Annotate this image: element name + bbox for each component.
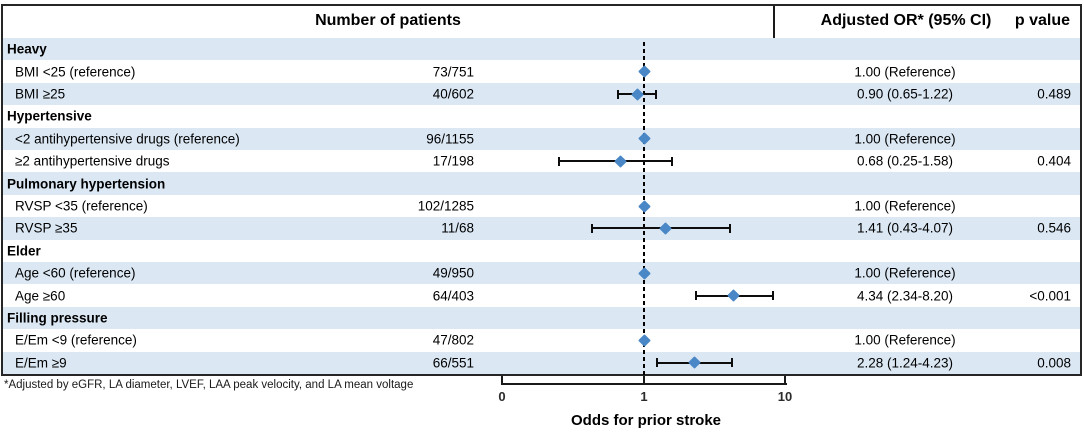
or-ci-value: 1.00 (Reference) xyxy=(854,198,956,214)
row-label: ≥2 antihypertensive drugs xyxy=(15,153,170,169)
patients-count: 96/1155 xyxy=(426,131,474,147)
table-row: Age <60 (reference) 49/950 1.00 (Reference… xyxy=(3,262,1080,285)
row-label: E/Em ≥9 xyxy=(15,355,67,371)
or-ci-value: 1.00 (Reference) xyxy=(854,265,956,281)
group-label: Filling pressure xyxy=(7,310,108,326)
table-row: RVSP <35 (reference) 102/1285 1.00 (Refere… xyxy=(3,195,1080,217)
patients-count: 102/1285 xyxy=(417,198,474,214)
x-axis-tick-label: 0 xyxy=(498,389,506,404)
patients-count: 49/950 xyxy=(432,265,474,281)
patients-count: 66/551 xyxy=(432,355,474,371)
row-label: <2 antihypertensive drugs (reference) xyxy=(15,131,240,147)
p-value: 0.404 xyxy=(1037,153,1071,169)
table-row: E/Em <9 (reference) 47/802 1.00 (Reference… xyxy=(3,329,1080,351)
table-row: BMI ≥25 40/602 0.90 (0.65-1.22) 0.489 xyxy=(3,82,1080,106)
row-label: BMI ≥25 xyxy=(15,86,66,102)
row-label: Age <60 (reference) xyxy=(15,265,136,281)
group-label: Pulmonary hypertension xyxy=(7,176,166,192)
row-label: RVSP ≥35 xyxy=(15,220,78,236)
or-ci-value: 1.00 (Reference) xyxy=(854,332,956,348)
row-label: E/Em <9 (reference) xyxy=(15,332,137,348)
group-label: Hypertensive xyxy=(7,108,92,124)
row-label: BMI <25 (reference) xyxy=(15,64,136,80)
table-row: <2 antihypertensive drugs (reference) 96/… xyxy=(3,127,1080,150)
or-ci-value: 2.28 (1.24-4.23) xyxy=(856,355,954,371)
or-ci-value: 0.68 (0.25-1.58) xyxy=(856,153,954,169)
header-adjusted-or: Adjusted OR* (95% CI) xyxy=(820,12,992,29)
x-axis-tick-label: 10 xyxy=(777,389,793,404)
group-header-row: Heavy xyxy=(3,38,1080,61)
footnote: *Adjusted by eGFR, LA diameter, LVEF, LA… xyxy=(4,379,414,391)
or-ci-value: 4.34 (2.34-8.20) xyxy=(856,288,954,304)
table-row: BMI <25 (reference) 73/751 1.00 (Reference… xyxy=(3,60,1080,82)
group-header-row: Pulmonary hypertension xyxy=(3,172,1080,195)
patients-count: 73/751 xyxy=(432,64,474,80)
or-ci-value: 0.90 (0.65-1.22) xyxy=(856,86,954,102)
p-value: 0.489 xyxy=(1037,86,1071,102)
x-axis-tick xyxy=(501,376,503,385)
table-row: E/Em ≥9 66/551 2.28 (1.24-4.23) 0.008 xyxy=(3,351,1080,374)
row-label: Age ≥60 xyxy=(15,288,66,304)
p-value: <0.001 xyxy=(1029,288,1071,304)
table-row: Age ≥60 64/403 4.34 (2.34-8.20) <0.001 xyxy=(3,284,1080,306)
patients-count: 11/68 xyxy=(441,220,474,236)
or-ci-value: 1.00 (Reference) xyxy=(854,64,956,80)
table-row: RVSP ≥35 11/68 1.41 (0.43-4.07) 0.546 xyxy=(3,217,1080,240)
p-value: 0.546 xyxy=(1037,220,1071,236)
x-axis-tick xyxy=(784,376,786,385)
patients-count: 40/602 xyxy=(432,86,474,102)
or-ci-value: 1.00 (Reference) xyxy=(854,131,956,147)
p-value: 0.008 xyxy=(1037,355,1071,371)
header-p-value: p value xyxy=(1014,12,1070,29)
group-header-row: Hypertensive xyxy=(3,105,1080,127)
x-axis-tick-label: 1 xyxy=(640,389,648,404)
results-table: Number of patients Adjusted OR* (95% CI)… xyxy=(1,4,1082,376)
group-header-row: Filling pressure xyxy=(3,306,1080,330)
x-axis-title: Odds for prior stroke xyxy=(570,412,722,429)
header-divider xyxy=(773,6,775,38)
group-label: Elder xyxy=(7,243,41,259)
patients-count: 17/198 xyxy=(432,153,474,169)
group-header-row: Elder xyxy=(3,240,1080,262)
row-label: RVSP <35 (reference) xyxy=(15,198,148,214)
table-row: ≥2 antihypertensive drugs 17/198 0.68 (0.2… xyxy=(3,150,1080,172)
x-axis-tick xyxy=(643,376,645,385)
or-ci-value: 1.41 (0.43-4.07) xyxy=(856,220,954,236)
patients-count: 47/802 xyxy=(432,332,474,348)
patients-count: 64/403 xyxy=(432,288,474,304)
header-number-of-patients: Number of patients xyxy=(315,12,461,29)
group-label: Heavy xyxy=(7,41,47,57)
